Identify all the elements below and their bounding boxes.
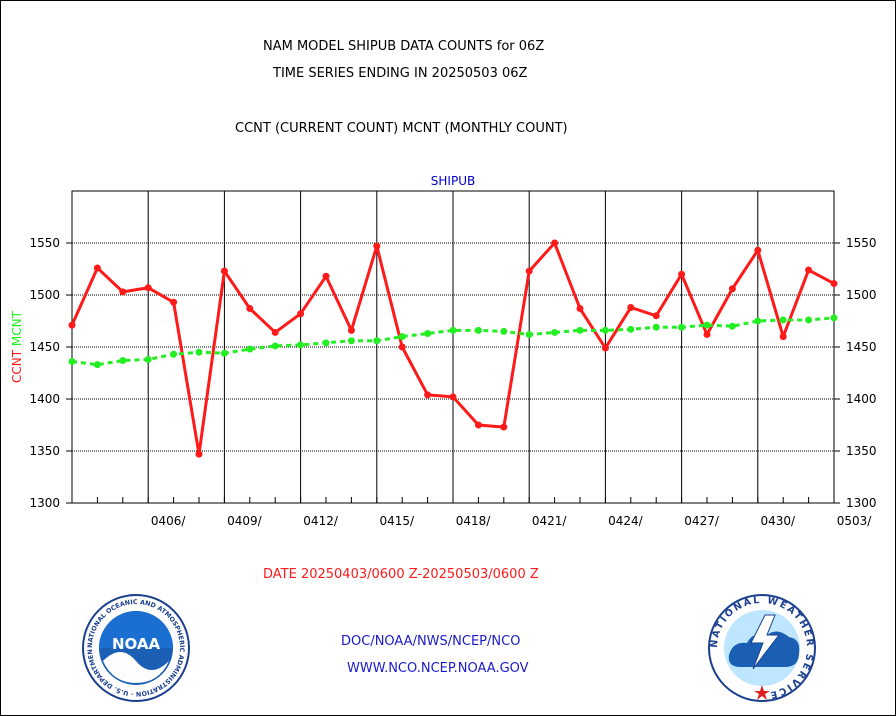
plot-title: SHIPUB <box>431 174 475 188</box>
data-point-ccnt <box>728 285 736 293</box>
chart-title-line-1: NAM MODEL SHIPUB DATA COUNTS for 06Z <box>263 39 545 54</box>
data-point-ccnt <box>220 267 228 275</box>
chart-title-line-2: TIME SERIES ENDING IN 20250503 06Z <box>273 66 528 81</box>
data-point-ccnt <box>119 288 127 296</box>
data-point-ccnt <box>525 267 533 275</box>
data-point-mcnt <box>678 323 686 331</box>
y-tick-label-right: 1550 <box>846 236 877 250</box>
y-tick-label-left: 1550 <box>29 236 60 250</box>
data-point-mcnt <box>601 326 609 334</box>
data-point-ccnt <box>779 333 787 341</box>
x-tick-label: 0412/ <box>303 514 339 528</box>
x-tick-label: 0430/ <box>761 514 797 528</box>
y-tick-label-left: 1400 <box>29 392 60 406</box>
y-tick-label-right: 1350 <box>846 444 877 458</box>
data-point-mcnt <box>246 345 254 353</box>
nws-logo: NATIONAL WEATHER SERVICE <box>708 594 816 702</box>
data-point-ccnt <box>68 321 76 329</box>
y-axis-label-ccnt: CCNT <box>10 346 24 383</box>
data-point-mcnt <box>347 337 355 345</box>
data-point-mcnt <box>271 342 279 350</box>
data-point-mcnt <box>779 316 787 324</box>
data-point-ccnt <box>322 272 330 280</box>
data-point-mcnt <box>474 326 482 334</box>
data-point-mcnt <box>728 322 736 330</box>
data-point-ccnt <box>627 303 635 311</box>
y-tick-label-left: 1500 <box>29 288 60 302</box>
data-point-mcnt <box>373 337 381 345</box>
data-point-ccnt <box>373 242 381 250</box>
data-point-mcnt <box>398 333 406 341</box>
data-point-mcnt <box>652 323 660 331</box>
data-point-mcnt <box>754 317 762 325</box>
data-point-mcnt <box>551 328 559 336</box>
data-point-mcnt <box>576 326 584 334</box>
y-tick-label-left: 1350 <box>29 444 60 458</box>
data-point-ccnt <box>474 421 482 429</box>
x-tick-label: 0409/ <box>227 514 263 528</box>
data-point-ccnt <box>297 310 305 318</box>
x-tick-label: 0421/ <box>532 514 568 528</box>
y-tick-label-right: 1450 <box>846 340 877 354</box>
data-point-ccnt <box>195 450 203 458</box>
data-point-mcnt <box>322 339 330 347</box>
data-point-ccnt <box>246 305 254 313</box>
y-tick-label-right: 1300 <box>846 496 877 510</box>
x-tick-label: 0424/ <box>608 514 644 528</box>
data-point-mcnt <box>703 321 711 329</box>
data-point-ccnt <box>754 246 762 254</box>
y-axis-label: CCNT MCNT <box>10 310 24 383</box>
noaa-logo: NOAA NATIONAL OCEANIC AND ATMOSPHERIC AD… <box>81 593 190 702</box>
data-point-ccnt <box>703 331 711 339</box>
data-point-ccnt <box>170 298 178 306</box>
x-tick-label: 0406/ <box>151 514 187 528</box>
data-point-ccnt <box>652 312 660 320</box>
data-point-ccnt <box>576 305 584 313</box>
y-tick-label-right: 1500 <box>846 288 877 302</box>
x-tick-label: 0503/ <box>837 514 873 528</box>
data-point-mcnt <box>424 329 432 337</box>
data-point-ccnt <box>449 393 457 401</box>
data-point-ccnt <box>424 391 432 399</box>
x-tick-label: 0427/ <box>684 514 720 528</box>
data-point-mcnt <box>627 325 635 333</box>
data-point-ccnt <box>551 239 559 247</box>
data-point-mcnt <box>525 331 533 339</box>
data-point-ccnt <box>347 326 355 334</box>
data-point-mcnt <box>93 361 101 369</box>
data-point-mcnt <box>297 341 305 349</box>
data-point-ccnt <box>398 343 406 351</box>
data-point-mcnt <box>119 357 127 365</box>
chart-title-line-3: CCNT (CURRENT COUNT) MCNT (MONTHLY COUNT… <box>235 121 568 136</box>
data-point-mcnt <box>170 350 178 358</box>
data-point-mcnt <box>68 358 76 366</box>
y-tick-label-left: 1300 <box>29 496 60 510</box>
data-point-mcnt <box>195 348 203 356</box>
website-label: WWW.NCO.NCEP.NOAA.GOV <box>347 661 529 676</box>
x-tick-label: 0418/ <box>456 514 492 528</box>
data-point-ccnt <box>678 270 686 278</box>
org-path-label: DOC/NOAA/NWS/NCEP/NCO <box>341 634 521 649</box>
data-point-mcnt <box>449 326 457 334</box>
data-point-ccnt <box>601 344 609 352</box>
data-point-ccnt <box>805 266 813 274</box>
data-point-mcnt <box>144 355 152 363</box>
data-point-mcnt <box>805 316 813 324</box>
y-tick-label-left: 1450 <box>29 340 60 354</box>
data-point-mcnt <box>830 314 838 322</box>
data-point-ccnt <box>830 280 838 288</box>
data-point-ccnt <box>500 423 508 431</box>
data-point-ccnt <box>144 284 152 292</box>
y-axis-label-mcnt: MCNT <box>10 310 24 346</box>
noaa-text: NOAA <box>112 635 161 653</box>
data-point-mcnt <box>500 327 508 335</box>
data-point-ccnt <box>93 264 101 272</box>
date-range-label: DATE 20250403/0600 Z-20250503/0600 Z <box>263 567 539 582</box>
data-point-mcnt <box>220 349 228 357</box>
y-tick-label-right: 1400 <box>846 392 877 406</box>
x-tick-label: 0415/ <box>380 514 416 528</box>
data-point-ccnt <box>271 328 279 336</box>
